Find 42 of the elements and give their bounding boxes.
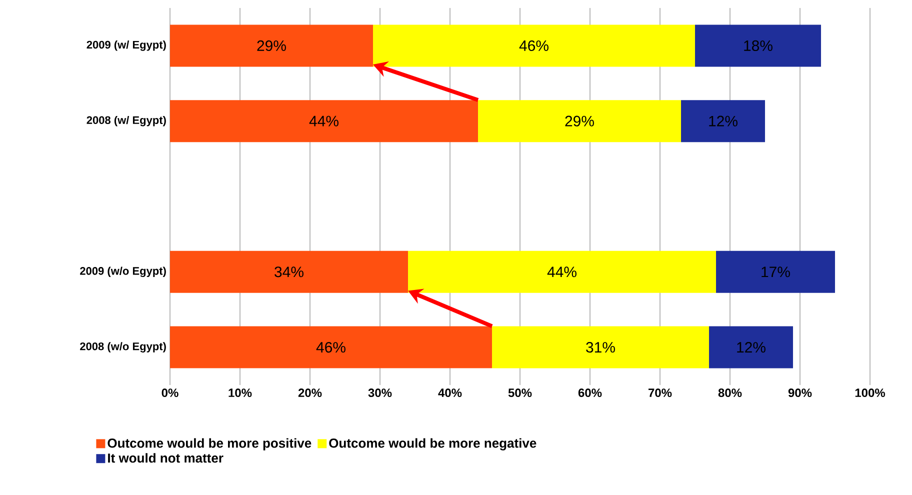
data-label: 29% (565, 116, 594, 126)
data-label: 44% (547, 266, 576, 278)
data-label: 34% (274, 266, 304, 278)
y-tick-label: 2009 (w/o Egypt) (80, 266, 166, 278)
x-tick-label: 60% (578, 388, 602, 398)
x-tick-label: 40% (438, 388, 462, 398)
bar (170, 24, 374, 67)
bar (709, 326, 794, 368)
x-tick-label: 80% (718, 388, 742, 398)
x-tick-label: 0% (162, 388, 178, 398)
bar (492, 326, 710, 368)
bar (170, 100, 478, 142)
bar (373, 24, 696, 67)
x-tick-label: 90% (788, 388, 812, 398)
y-tick-label: 2009 (w/ Egypt) (86, 40, 166, 51)
bar (716, 250, 836, 293)
bar (478, 100, 682, 142)
x-tick-label: 100% (855, 388, 886, 398)
data-label: 46% (316, 342, 346, 353)
data-label: 18% (744, 40, 772, 51)
data-label: 31% (586, 342, 615, 353)
legend-label: It would not matter (108, 453, 224, 463)
data-label: 46% (519, 40, 548, 51)
data-label: 17% (762, 266, 790, 278)
legend-label: Outcome would be more negative (329, 438, 536, 450)
bar (408, 250, 716, 293)
bar (170, 250, 408, 293)
x-tick-label: 70% (648, 388, 672, 398)
x-tick-label: 50% (508, 388, 532, 398)
y-tick-label: 2008 (w/ Egypt) (86, 116, 166, 126)
bar (681, 100, 766, 142)
x-tick-label: 30% (368, 388, 392, 398)
y-tick-label: 2008 (w/o Egypt) (80, 342, 166, 352)
x-tick-label: 10% (228, 388, 252, 398)
legend-label: Outcome would be more positive (108, 438, 312, 450)
data-label: 12% (709, 116, 738, 126)
x-tick-label: 20% (298, 388, 322, 398)
data-label: 44% (309, 116, 338, 126)
data-label: 12% (737, 342, 766, 353)
bar (170, 326, 492, 368)
bar (695, 24, 822, 67)
data-label: 29% (257, 40, 286, 51)
